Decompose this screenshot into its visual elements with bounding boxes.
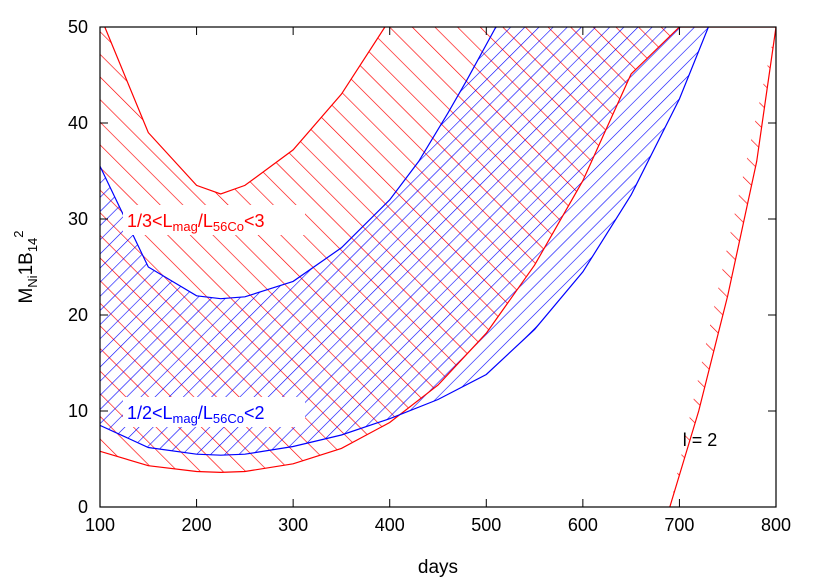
- y-tick-label: 50: [68, 17, 88, 37]
- red-band-label: 1/3<Lmag/L56Co<3: [127, 211, 264, 234]
- x-tick-label: 400: [375, 515, 405, 535]
- bands: [100, 27, 776, 507]
- blue-band-label: 1/2<Lmag/L56Co<2: [127, 403, 264, 426]
- blue-band-upper-curve: [100, 27, 497, 300]
- red-band-lower-curve: [100, 27, 776, 474]
- y-axis-label: MNi1B142: [11, 230, 40, 303]
- x-tick-label: 200: [182, 515, 212, 535]
- y-tick-label: 30: [68, 209, 88, 229]
- x-tick-label: 300: [278, 515, 308, 535]
- x-tick-label: 800: [761, 515, 791, 535]
- y-tick-label: 0: [78, 497, 88, 517]
- x-axis-label: days: [418, 557, 458, 578]
- red-band-upper-curve: [104, 27, 386, 195]
- x-tick-label: 500: [471, 515, 501, 535]
- y-tick-label: 20: [68, 305, 88, 325]
- red-band-label-bg: [123, 205, 305, 235]
- blue-band-label-bg: [123, 397, 305, 427]
- blue-band-fill: [100, 27, 709, 456]
- y-tick-label: 40: [68, 113, 88, 133]
- red-band-right-curve: [669, 27, 776, 507]
- x-tick-label: 700: [664, 515, 694, 535]
- blue-band-lower-curve: [100, 27, 709, 456]
- x-tick-label: 100: [85, 515, 115, 535]
- y-tick-label: 10: [68, 401, 88, 421]
- x-tick-label: 600: [568, 515, 598, 535]
- annotation-l: l = 2: [683, 430, 718, 450]
- plot-frame: [99, 26, 777, 508]
- ticks: 100 200 300 400 500 600 700 800 0 10 20 30 40 50: [68, 17, 791, 535]
